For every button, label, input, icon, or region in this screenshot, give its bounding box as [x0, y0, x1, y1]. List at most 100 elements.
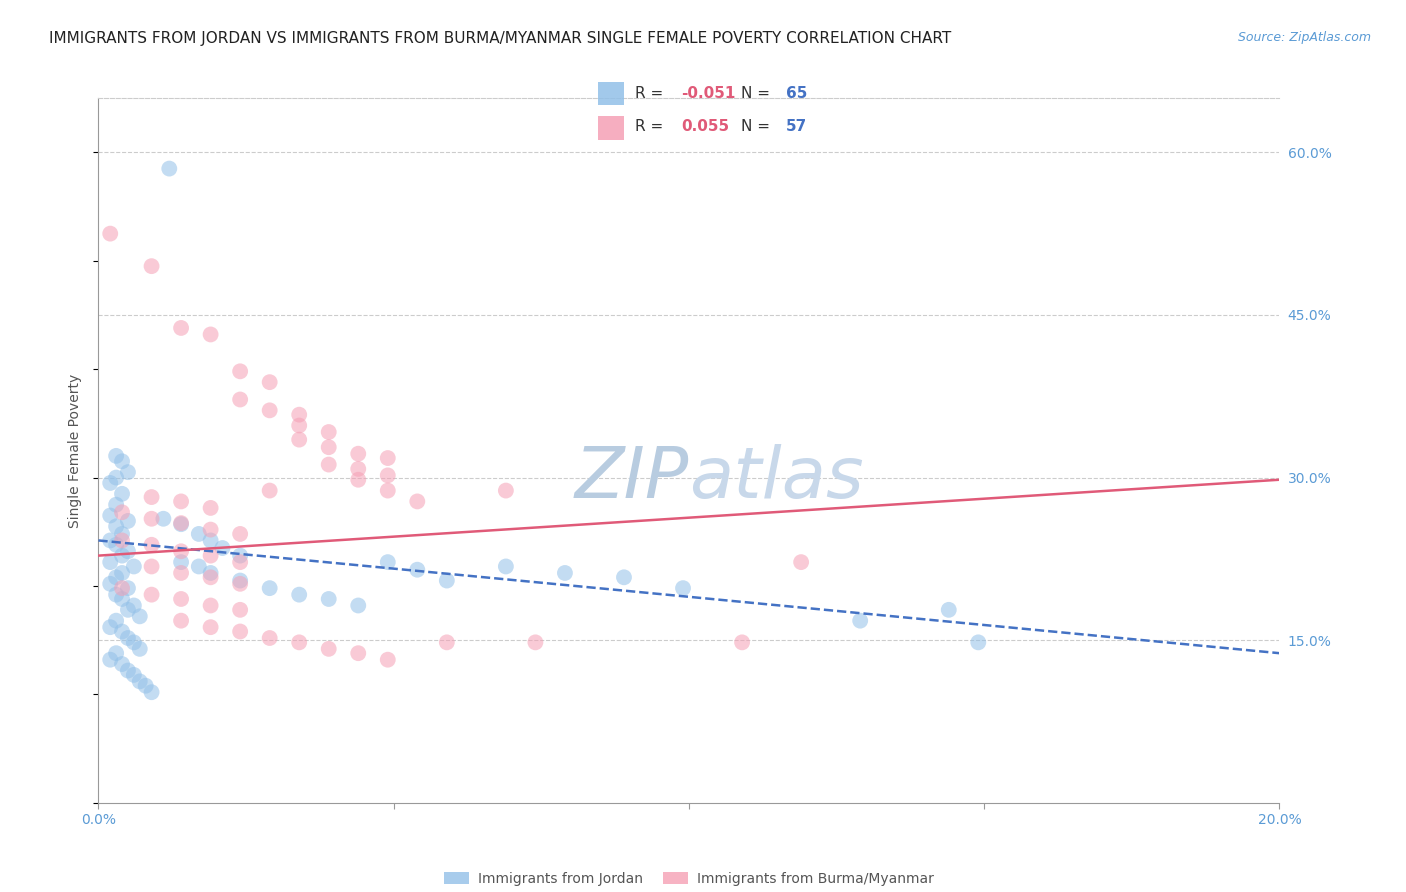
Bar	[599, 82, 624, 105]
Point	[229, 549, 252, 563]
Point	[200, 620, 222, 634]
Y-axis label: Single Female Poverty: Single Female Poverty	[69, 374, 83, 527]
Point	[613, 570, 636, 584]
Point	[318, 641, 340, 656]
Text: IMMIGRANTS FROM JORDAN VS IMMIGRANTS FROM BURMA/MYANMAR SINGLE FEMALE POVERTY CO: IMMIGRANTS FROM JORDAN VS IMMIGRANTS FRO…	[49, 31, 952, 46]
Point	[229, 624, 252, 639]
Point	[672, 581, 695, 595]
Point	[111, 581, 134, 595]
Point	[288, 433, 311, 447]
Point	[111, 657, 134, 671]
Point	[377, 468, 399, 483]
Point	[98, 555, 121, 569]
Point	[436, 635, 458, 649]
Point	[141, 685, 163, 699]
Point	[229, 364, 252, 378]
Point	[318, 440, 340, 454]
Point	[111, 487, 134, 501]
Point	[111, 549, 134, 563]
Point	[105, 570, 128, 584]
Point	[111, 505, 134, 519]
Point	[849, 614, 872, 628]
Point	[170, 555, 193, 569]
Point	[200, 566, 222, 580]
Point	[122, 668, 145, 682]
Point	[141, 588, 163, 602]
Point	[111, 527, 134, 541]
Text: R =: R =	[634, 120, 672, 134]
Point	[554, 566, 576, 580]
Point	[200, 327, 222, 342]
Point	[170, 517, 193, 532]
Point	[259, 483, 281, 498]
Point	[436, 574, 458, 588]
Point	[318, 425, 340, 439]
Point	[98, 533, 121, 548]
Point	[141, 538, 163, 552]
Text: atlas: atlas	[689, 444, 863, 513]
Point	[495, 483, 517, 498]
Bar	[599, 117, 624, 140]
Text: 65: 65	[786, 87, 807, 102]
Point	[141, 559, 163, 574]
Point	[229, 576, 252, 591]
Point	[229, 603, 252, 617]
Point	[229, 392, 252, 407]
Point	[157, 161, 180, 176]
Point	[98, 653, 121, 667]
Point	[200, 549, 222, 563]
Point	[122, 635, 145, 649]
Point	[731, 635, 754, 649]
Point	[170, 614, 193, 628]
Point	[200, 570, 222, 584]
Point	[200, 599, 222, 613]
Point	[187, 559, 209, 574]
Point	[170, 592, 193, 607]
Point	[524, 635, 547, 649]
Point	[122, 599, 145, 613]
Text: Source: ZipAtlas.com: Source: ZipAtlas.com	[1237, 31, 1371, 45]
Point	[200, 533, 222, 548]
Point	[98, 576, 121, 591]
Point	[170, 494, 193, 508]
Point	[111, 624, 134, 639]
Point	[111, 566, 134, 580]
Text: 57: 57	[786, 120, 807, 134]
Point	[406, 494, 429, 508]
Point	[105, 614, 128, 628]
Point	[98, 508, 121, 523]
Point	[170, 544, 193, 558]
Point	[347, 599, 370, 613]
Point	[377, 451, 399, 466]
Text: N =: N =	[741, 120, 775, 134]
Point	[128, 609, 150, 624]
Point	[135, 679, 157, 693]
Point	[347, 462, 370, 476]
Point	[128, 641, 150, 656]
Point	[105, 588, 128, 602]
Point	[288, 418, 311, 433]
Text: R =: R =	[634, 87, 668, 102]
Point	[288, 635, 311, 649]
Point	[111, 454, 134, 468]
Point	[259, 631, 281, 645]
Point	[117, 581, 139, 595]
Point	[288, 588, 311, 602]
Point	[117, 514, 139, 528]
Point	[98, 475, 121, 490]
Point	[259, 581, 281, 595]
Point	[122, 559, 145, 574]
Point	[117, 631, 139, 645]
Point	[117, 603, 139, 617]
Point	[105, 449, 128, 463]
Point	[105, 519, 128, 533]
Point	[259, 403, 281, 417]
Text: ZIP: ZIP	[575, 444, 689, 513]
Point	[377, 555, 399, 569]
Point	[98, 620, 121, 634]
Point	[117, 664, 139, 678]
Point	[229, 574, 252, 588]
Point	[111, 592, 134, 607]
Point	[187, 527, 209, 541]
Point	[105, 498, 128, 512]
